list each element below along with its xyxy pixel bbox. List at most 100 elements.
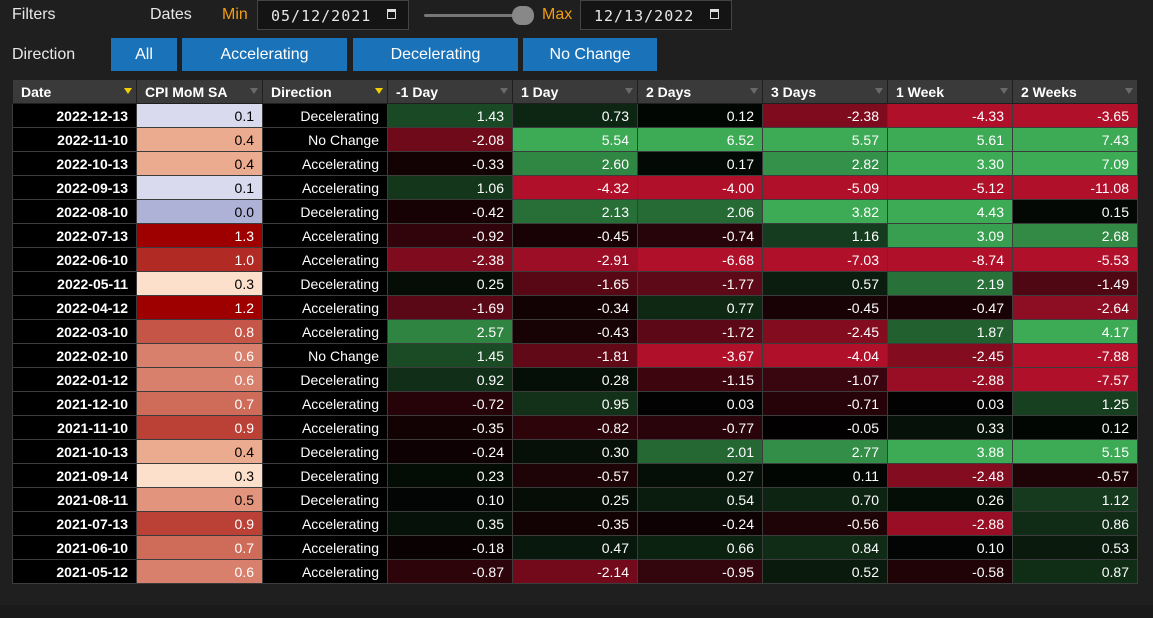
return-cell: -0.87 (387, 559, 513, 584)
calendar-icon[interactable] (710, 9, 719, 19)
direction-no-change-button[interactable]: No Change (523, 38, 657, 71)
return-cell: -4.33 (887, 103, 1013, 128)
filter-icon[interactable] (250, 88, 258, 94)
direction-cell: Accelerating (262, 223, 388, 248)
cpi-cell: 0.9 (136, 511, 263, 536)
column-header-cpi-mom-sa[interactable]: CPI MoM SA (136, 79, 263, 104)
direction-all-button[interactable]: All (111, 38, 177, 71)
table-row[interactable]: 2022-08-10 0.0 Decelerating -0.42 2.13 2.06 3.… (12, 199, 1138, 224)
return-cell: 0.35 (387, 511, 513, 536)
column-header-2-weeks[interactable]: 2 Weeks (1012, 79, 1138, 104)
filter-icon[interactable] (375, 88, 383, 94)
column-header-date[interactable]: Date (12, 79, 137, 104)
table-row[interactable]: 2022-06-10 1.0 Accelerating -2.38 -2.91 -6.68… (12, 247, 1138, 272)
date-cell: 2022-05-11 (12, 271, 137, 296)
table-row[interactable]: 2022-01-12 0.6 Decelerating 0.92 0.28 -1.15 -1… (12, 367, 1138, 392)
return-cell: 1.25 (1012, 391, 1138, 416)
return-cell: 0.03 (637, 391, 763, 416)
return-cell: -11.08 (1012, 175, 1138, 200)
max-date-input[interactable]: 12/13/2022 (580, 0, 732, 30)
min-date-input[interactable]: 05/12/2021 (257, 0, 409, 30)
column-header-2-days[interactable]: 2 Days (637, 79, 763, 104)
filter-icon[interactable] (500, 88, 508, 94)
return-cell: -3.65 (1012, 103, 1138, 128)
table-row[interactable]: 2022-09-13 0.1 Accelerating 1.06 -4.32 -4.00-… (12, 175, 1138, 200)
date-cell: 2021-12-10 (12, 391, 137, 416)
return-cell: 1.06 (387, 175, 513, 200)
date-cell: 2022-09-13 (12, 175, 137, 200)
table-row[interactable]: 2021-11-10 0.9 Accelerating -0.35 -0.82 -0.77… (12, 415, 1138, 440)
filter-icon[interactable] (1125, 88, 1133, 94)
direction-accelerating-button[interactable]: Accelerating (182, 38, 347, 71)
dates-filter-row: Filters Dates Min 05/12/2021 Max 12/13/2… (0, 0, 1153, 32)
filter-icon[interactable] (875, 88, 883, 94)
table-row[interactable]: 2021-08-11 0.5 Decelerating 0.10 0.25 0.54 0.7… (12, 487, 1138, 512)
table-row[interactable]: 2022-04-12 1.2 Accelerating -1.69 -0.34 0.77-… (12, 295, 1138, 320)
table-row[interactable]: 2021-10-13 0.4 Decelerating -0.24 0.30 2.01 2.… (12, 439, 1138, 464)
direction-cell: Accelerating (262, 511, 388, 536)
filter-icon[interactable] (625, 88, 633, 94)
return-cell: -2.08 (387, 127, 513, 152)
calendar-icon[interactable] (387, 9, 396, 19)
return-cell: -0.24 (637, 511, 763, 536)
return-cell: -0.57 (1012, 463, 1138, 488)
return-cell: -0.42 (387, 199, 513, 224)
return-cell: 0.27 (637, 463, 763, 488)
return-cell: 0.17 (637, 151, 763, 176)
direction-cell: Decelerating (262, 367, 388, 392)
date-range-slider-track[interactable] (424, 14, 534, 17)
return-cell: -0.33 (387, 151, 513, 176)
return-cell: -1.77 (637, 271, 763, 296)
date-cell: 2021-08-11 (12, 487, 137, 512)
return-cell: -5.09 (762, 175, 888, 200)
date-cell: 2022-02-10 (12, 343, 137, 368)
table-row[interactable]: 2022-12-13 0.1 Decelerating 1.43 0.73 0.12 -2.… (12, 103, 1138, 128)
table-row[interactable]: 2022-10-13 0.4 Accelerating -0.33 2.60 0.17 2.… (12, 151, 1138, 176)
return-cell: -0.35 (387, 415, 513, 440)
table-row[interactable]: 2021-09-14 0.3 Decelerating 0.23 -0.57 0.27 0.… (12, 463, 1138, 488)
return-cell: -4.00 (637, 175, 763, 200)
column-header-1-week[interactable]: 1 Week (887, 79, 1013, 104)
date-cell: 2022-03-10 (12, 319, 137, 344)
column-header-1-day[interactable]: -1 Day (387, 79, 513, 104)
return-cell: 0.66 (637, 535, 763, 560)
date-cell: 2021-11-10 (12, 415, 137, 440)
filter-icon[interactable] (750, 88, 758, 94)
cpi-cell: 0.6 (136, 343, 263, 368)
return-cell: -2.88 (887, 367, 1013, 392)
date-cell: 2022-10-13 (12, 151, 137, 176)
table-row[interactable]: 2022-05-11 0.3 Decelerating 0.25 -1.65 -1.77 0… (12, 271, 1138, 296)
return-cell: 0.15 (1012, 199, 1138, 224)
table-row[interactable]: 2021-06-10 0.7 Accelerating -0.18 0.47 0.66 0.… (12, 535, 1138, 560)
date-range-slider-handle[interactable] (512, 6, 534, 25)
direction-cell: Decelerating (262, 487, 388, 512)
return-cell: 2.13 (512, 199, 638, 224)
horizontal-scrollbar[interactable] (0, 605, 1153, 618)
cpi-cell: 1.0 (136, 247, 263, 272)
table-row[interactable]: 2021-05-12 0.6 Accelerating -0.87 -2.14 -0.95… (12, 559, 1138, 584)
table-row[interactable]: 2021-12-10 0.7 Accelerating -0.72 0.95 0.03 -0… (12, 391, 1138, 416)
table-row[interactable]: 2022-02-10 0.6 No Change 1.45 -1.81 -3.67 -4.0… (12, 343, 1138, 368)
direction-cell: No Change (262, 343, 388, 368)
filter-icon[interactable] (124, 88, 132, 94)
return-cell: 0.25 (512, 487, 638, 512)
filter-icon[interactable] (1000, 88, 1008, 94)
column-header-label: 3 Days (771, 83, 817, 100)
column-header-3-days[interactable]: 3 Days (762, 79, 888, 104)
return-cell: -0.72 (387, 391, 513, 416)
date-cell: 2022-01-12 (12, 367, 137, 392)
direction-filter-row: Direction All Accelerating Decelerating … (0, 38, 1153, 72)
min-label: Min (222, 6, 248, 23)
table-row[interactable]: 2022-03-10 0.8 Accelerating 2.57 -0.43 -1.72-… (12, 319, 1138, 344)
return-cell: 7.43 (1012, 127, 1138, 152)
table-row[interactable]: 2022-11-10 0.4 No Change -2.08 5.54 6.52 5.57 5… (12, 127, 1138, 152)
direction-decelerating-button[interactable]: Decelerating (353, 38, 518, 71)
return-cell: 0.47 (512, 535, 638, 560)
table-row[interactable]: 2021-07-13 0.9 Accelerating 0.35 -0.35 -0.24-… (12, 511, 1138, 536)
column-header-1-day[interactable]: 1 Day (512, 79, 638, 104)
return-cell: -0.71 (762, 391, 888, 416)
column-header-direction[interactable]: Direction (262, 79, 388, 104)
table-row[interactable]: 2022-07-13 1.3 Accelerating -0.92 -0.45 -0.74… (12, 223, 1138, 248)
cpi-cell: 0.4 (136, 127, 263, 152)
return-cell: 0.33 (887, 415, 1013, 440)
